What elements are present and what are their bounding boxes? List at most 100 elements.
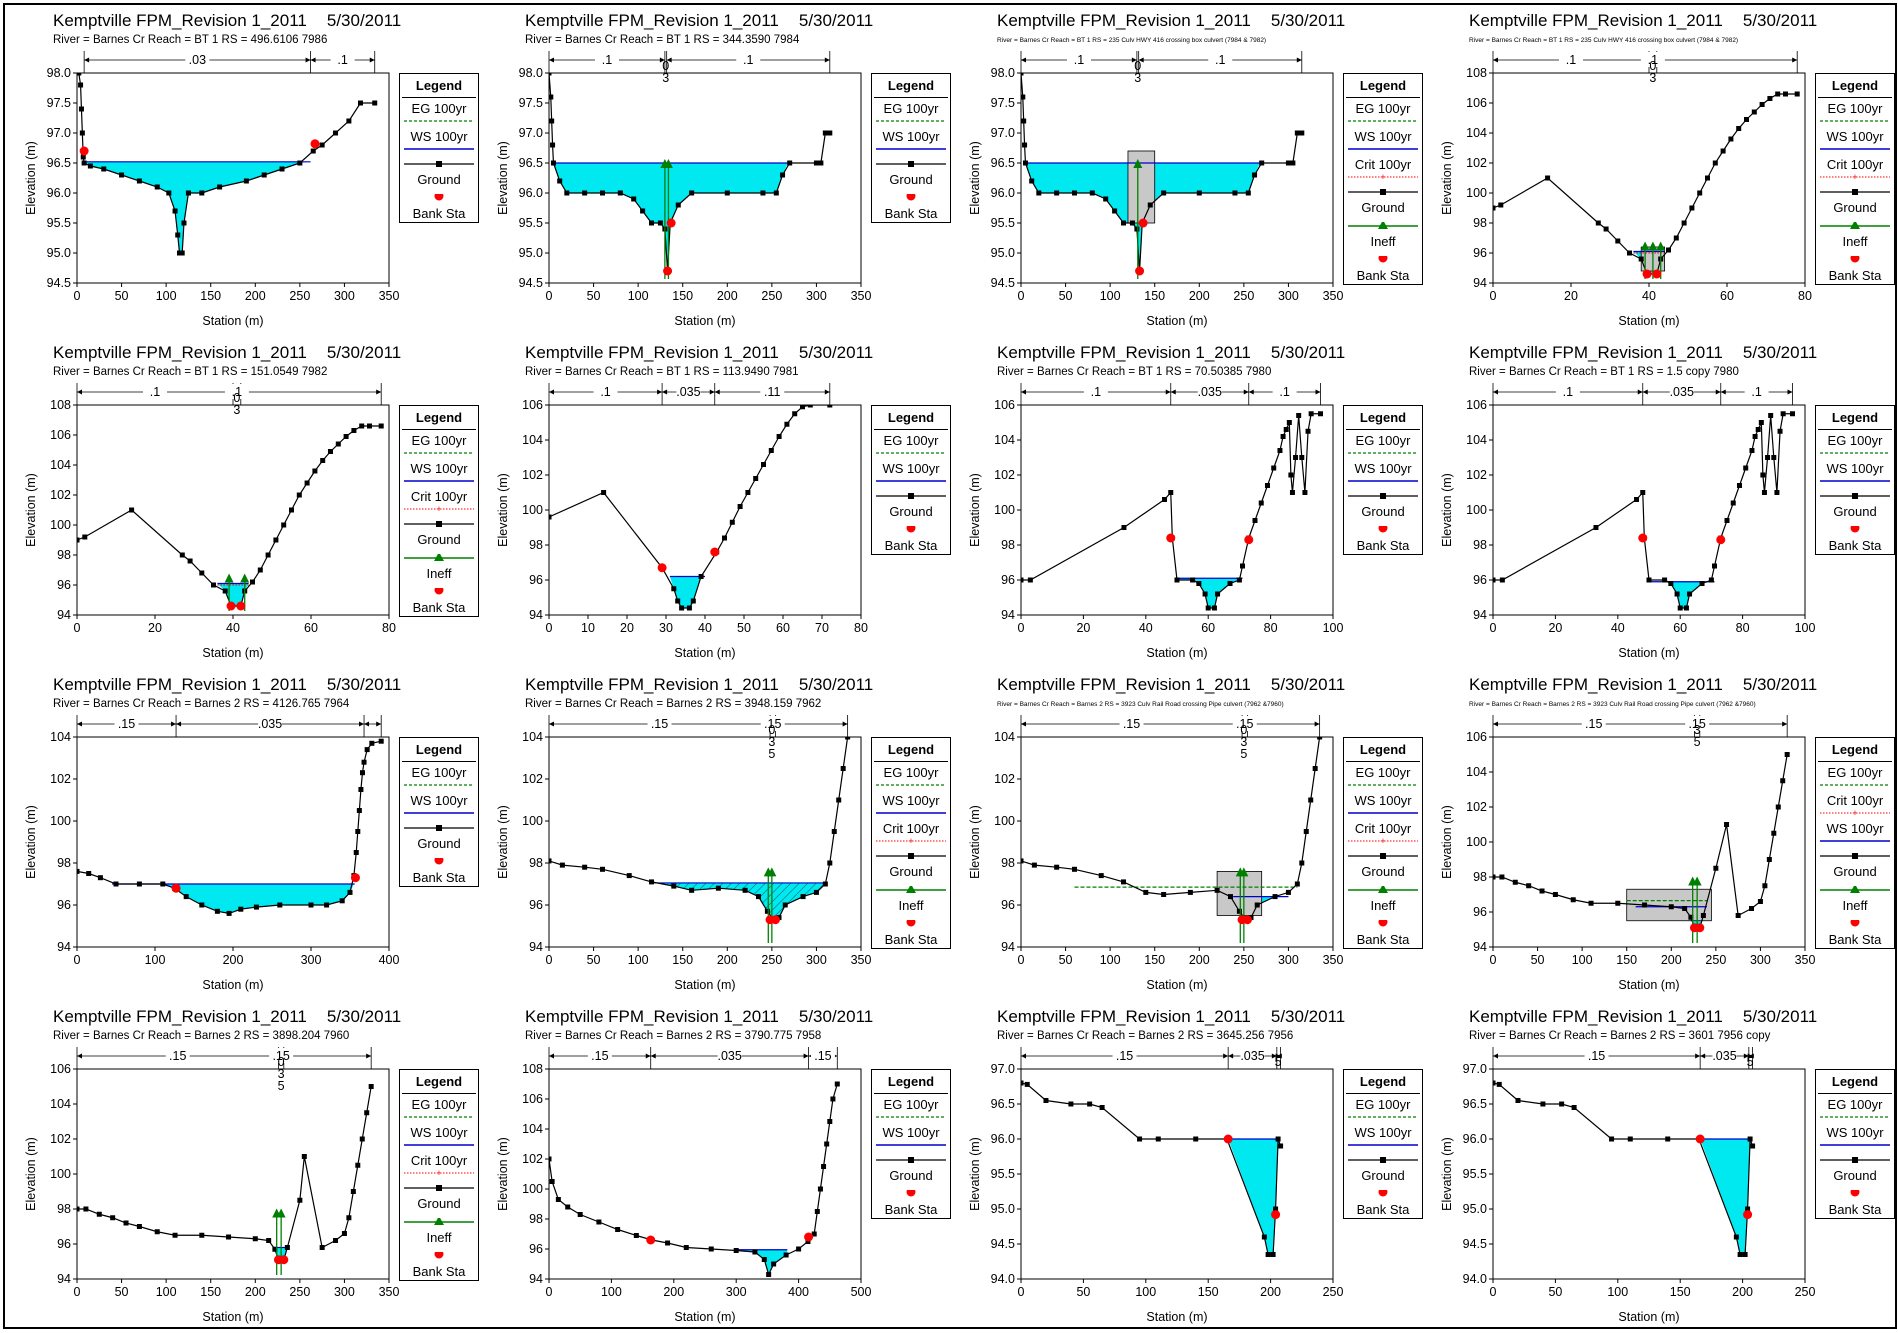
x-tick-label: 40	[226, 621, 240, 635]
y-tick-label: 96.0	[991, 1132, 1015, 1146]
chart-date: 5/30/2011	[1270, 11, 1346, 30]
manning-arrow-right	[1715, 389, 1721, 395]
ground-point	[822, 130, 828, 136]
legend-item-bank: Bank Sta	[1344, 520, 1422, 554]
legend-item-eg: EG 100yr	[1344, 762, 1422, 790]
legend-ground-marker	[436, 825, 442, 831]
ground-point	[565, 1204, 571, 1210]
y-tick-label: 94	[1473, 276, 1487, 290]
manning-label-bg	[143, 384, 167, 399]
ground-point	[1747, 1136, 1753, 1142]
chart-title: Kemptville FPM_Revision 1_2011 5/30/2011	[525, 343, 873, 363]
ground-point	[1493, 577, 1496, 583]
x-tick-label: 150	[1144, 953, 1165, 967]
manning-n-label: .1	[743, 53, 753, 67]
chart-date: 5/30/2011	[326, 1007, 402, 1026]
ground-point	[1021, 577, 1024, 583]
legend-label: EG 100yr	[883, 101, 939, 116]
x-axis-label: Station (m)	[1146, 1310, 1207, 1324]
ground-point	[1236, 577, 1242, 583]
ground-point	[199, 190, 205, 196]
x-tick-label: 350	[1323, 953, 1344, 967]
ground-point	[814, 1209, 820, 1214]
ground-point	[297, 1197, 303, 1203]
x-tick-label: 60	[304, 621, 318, 635]
ground-point	[1190, 577, 1196, 583]
ground-point	[1308, 797, 1314, 803]
ground-point	[599, 190, 605, 196]
ground-point	[1022, 142, 1028, 148]
manning-arrow-right	[359, 721, 365, 727]
legend-item-crit: + Crit 100yr	[1344, 818, 1422, 846]
chart-svg: 94 96 98 100 102 104 106 108 0 20 40 60 80 Station (m…	[1440, 51, 1812, 328]
manning-label-bg	[1066, 52, 1091, 67]
ground-point	[1783, 91, 1788, 97]
legend-ineff-marker	[434, 554, 444, 561]
legend-item-ws: WS 100yr	[400, 458, 478, 486]
ground-point	[1755, 427, 1761, 432]
ground-point	[1705, 175, 1710, 181]
manning-arrow-right	[1296, 57, 1302, 63]
plot-frame	[1020, 404, 1334, 616]
manning-arrow-right	[1695, 1053, 1701, 1059]
ground-point	[549, 94, 554, 100]
legend-crit-marker: +	[1852, 809, 1857, 818]
y-tick-label: 100	[50, 1167, 71, 1181]
ground-point	[1290, 160, 1296, 166]
ground-point	[766, 1272, 772, 1277]
legend-item-ws: WS 100yr	[872, 126, 950, 154]
manning-n-label: .1	[1074, 53, 1084, 67]
y-tick-label: 96.5	[991, 156, 1015, 170]
legend-item-bank: Bank Sta	[872, 520, 950, 554]
manning-arrow-left	[714, 389, 720, 395]
legend-label: WS 100yr	[1826, 1125, 1884, 1140]
ground-point	[776, 434, 782, 439]
y-tick-label: 96.5	[519, 156, 543, 170]
bank-station-marker	[1271, 1210, 1281, 1220]
ground-point	[724, 190, 730, 196]
ground-point	[698, 574, 704, 579]
legend-label: Ground	[417, 172, 461, 187]
legend-bank-marker	[1378, 256, 1388, 263]
ground-point	[559, 862, 565, 868]
chart-subtitle: River = Barnes Cr Reach = BT 1 RS = 151.…	[53, 366, 328, 378]
legend-crit-marker: +	[436, 505, 441, 514]
ground-point	[1737, 1252, 1743, 1257]
x-tick-label: 50	[1059, 289, 1073, 303]
legend-label: Bank Sta	[412, 870, 466, 885]
y-axis-label: Elevation (m)	[496, 141, 510, 215]
x-tick-label: 0	[546, 953, 553, 967]
ground-point	[172, 1232, 178, 1238]
manning-label-bg	[717, 1048, 742, 1063]
y-tick-label: 100	[522, 503, 543, 517]
ground-point	[351, 428, 357, 433]
x-axis-label: Station (m)	[202, 314, 263, 328]
manning-n-label: .035	[1198, 385, 1222, 399]
ground-point	[1595, 220, 1601, 226]
legend-item-bank: Bank Sta	[1816, 1184, 1894, 1218]
y-tick-label: 98.0	[47, 66, 71, 80]
ground-point	[136, 178, 142, 184]
y-tick-label: 108	[50, 398, 71, 412]
manning-arrow-left	[1228, 1053, 1234, 1059]
x-tick-label: 100	[1607, 1285, 1628, 1299]
chart-date: 5/30/2011	[1270, 1007, 1346, 1026]
manning-label-bg	[330, 52, 355, 67]
manning-label-bg	[1272, 384, 1297, 399]
ground-point	[617, 190, 623, 196]
y-tick-label: 102	[50, 1132, 71, 1146]
manning-label-bg	[1640, 52, 1665, 67]
manning-arrow-left	[77, 389, 82, 395]
ground-point	[755, 894, 761, 900]
ground-point	[273, 537, 279, 543]
ground-point	[1609, 1136, 1615, 1142]
ground-point	[368, 1084, 374, 1089]
ground-point	[831, 829, 837, 834]
ground-point	[238, 906, 244, 912]
x-tick-label: 40	[698, 621, 712, 635]
ground-point	[1285, 889, 1291, 895]
x-tick-label: 20	[1076, 621, 1090, 635]
x-tick-label: 300	[301, 953, 322, 967]
legend-label: Bank Sta	[412, 206, 466, 221]
